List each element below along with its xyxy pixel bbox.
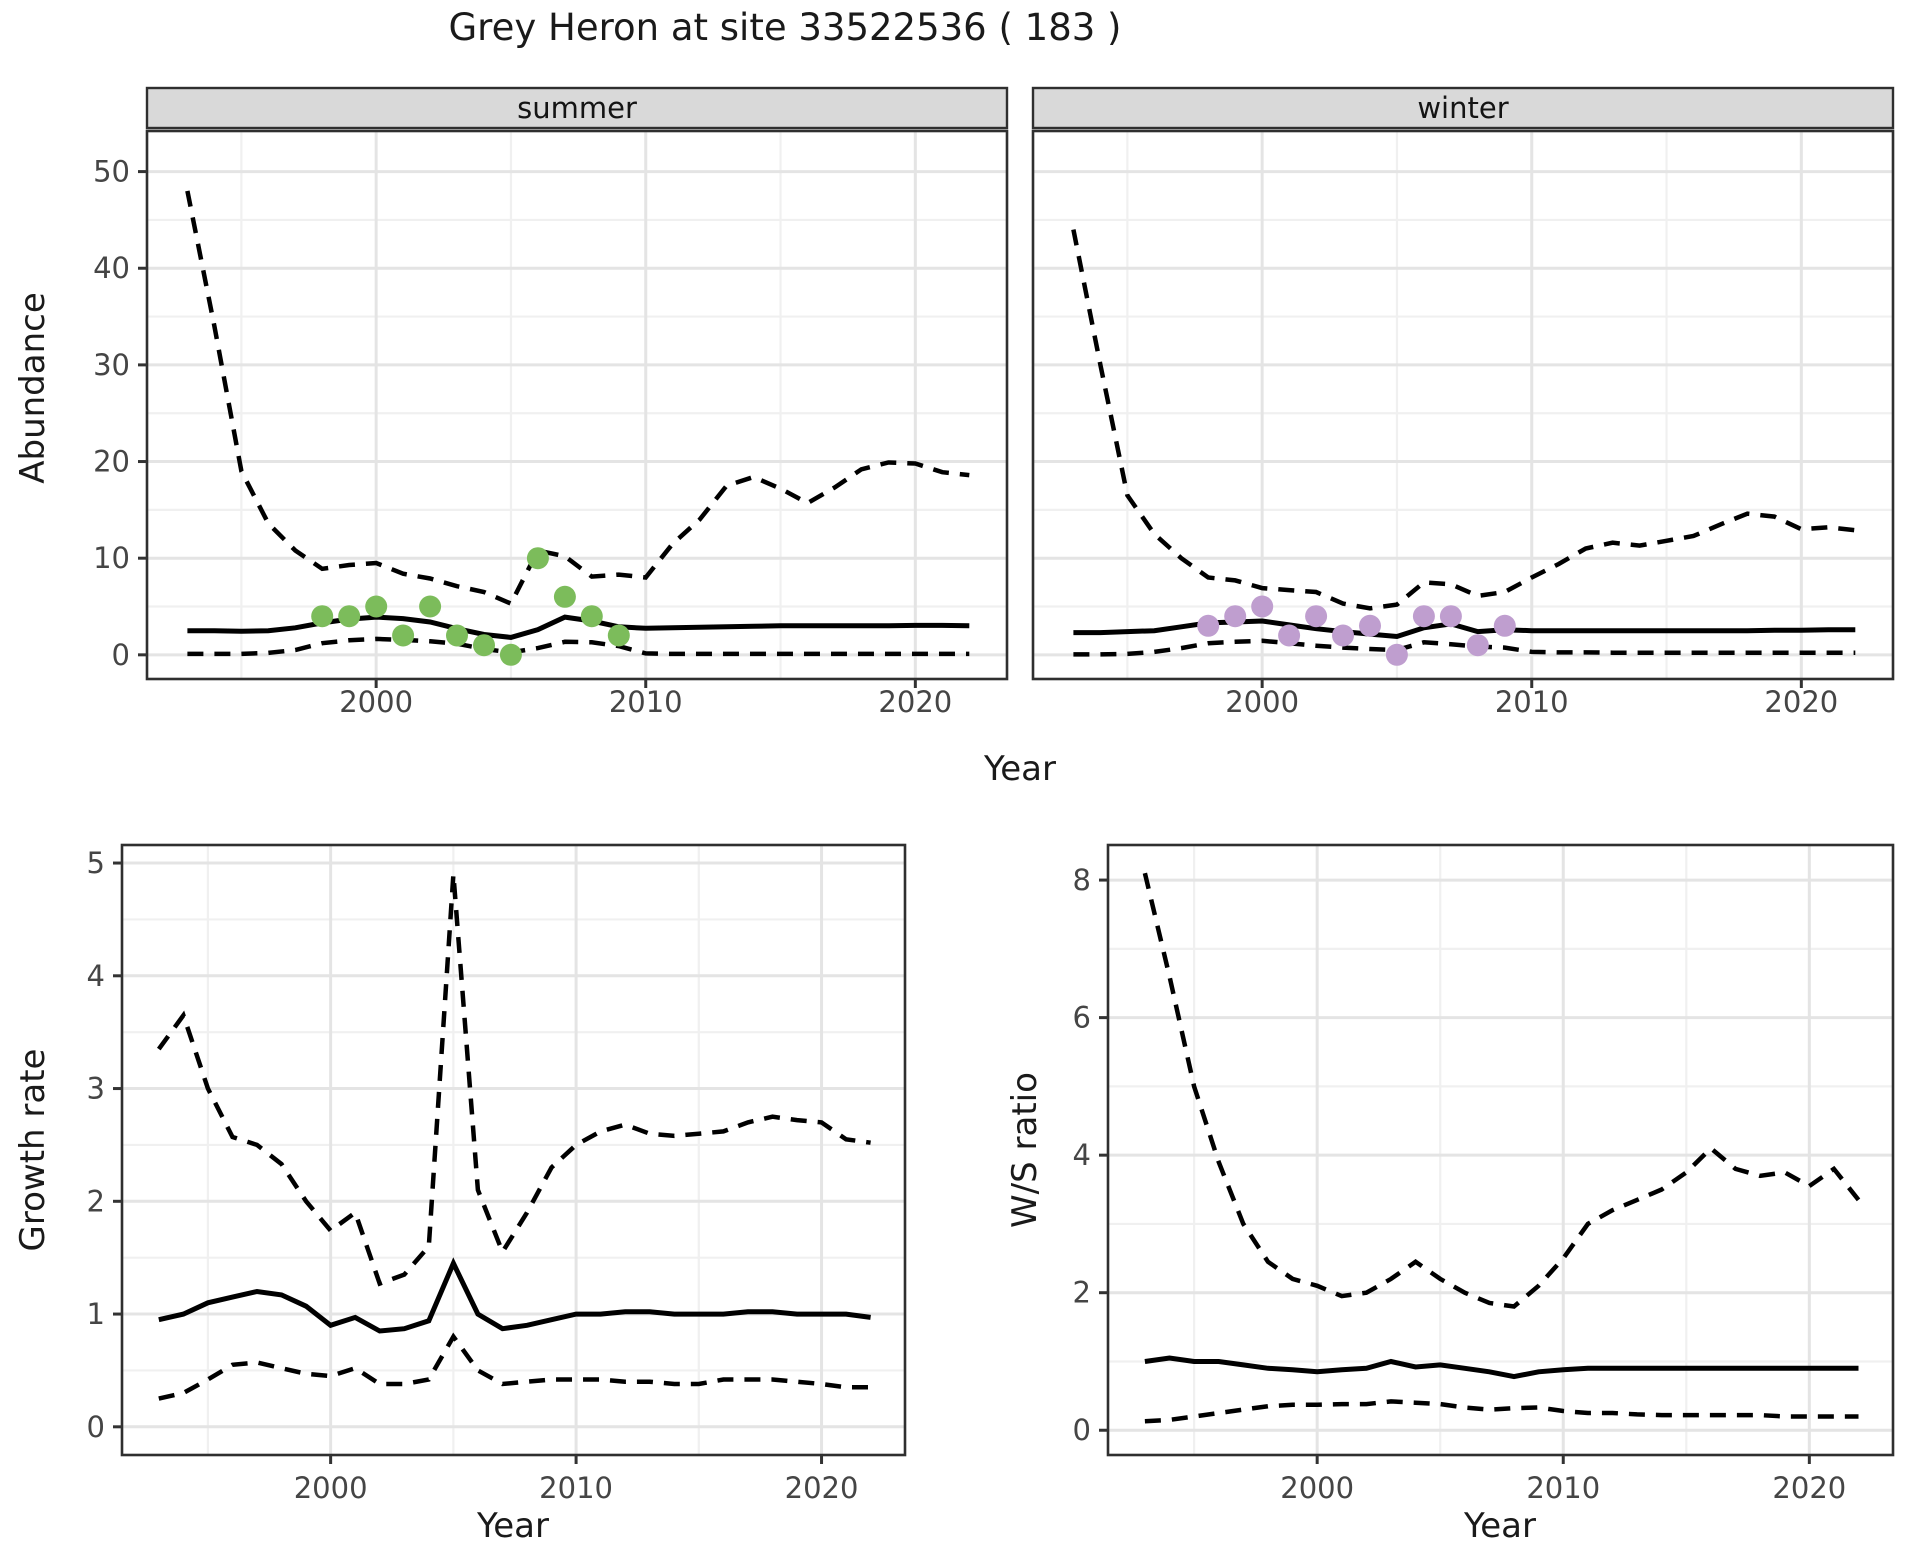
ws-ratio-upper-95ci-line [1142,872,1861,1309]
year-axis-title-bottom-right: Year [1464,1506,1536,1546]
observed-counts-summer-dot [446,624,468,647]
abundance-winter-upper-95ci-line [1071,229,1856,611]
x-tick-label: 2000 [1280,1471,1354,1505]
y-tick-label: 8 [1073,863,1091,897]
observed-counts-summer-dot [473,634,495,657]
x-tick-label: 2020 [878,685,952,719]
observed-counts-winter-dot [1493,614,1516,637]
ws-ratio-lower-95ci-line [1144,1399,1859,1424]
ws-ratio-axis-title: W/S ratio [1005,1072,1045,1228]
year-axis-title-top: Year [984,749,1056,789]
x-tick-label: 2020 [1764,685,1838,719]
observed-counts-winter-dot [1197,614,1220,637]
y-tick-label: 4 [1073,1138,1091,1172]
y-tick-label: 5 [87,846,105,880]
observed-counts-winter-dot [1224,605,1247,628]
year-axis-title-bottom-left: Year [477,1506,549,1546]
abundance-axis-title: Abundance [13,292,53,484]
observed-counts-winter-dot [1359,614,1381,637]
y-tick-label: 0 [87,1410,105,1444]
observed-counts-summer-dot [419,595,442,618]
growth-rate-panel-border [120,843,907,1457]
abundance-summer-facet-strip [145,86,1009,130]
y-tick-label: 2 [87,1184,105,1218]
abundance-winter-lower-95ci-line [1073,638,1856,657]
observed-counts-winter-dot [1332,624,1354,647]
y-tick-label: 2 [1073,1276,1091,1310]
y-tick-label: 3 [87,1072,105,1106]
observed-counts-winter-dot [1439,605,1462,628]
ws-ratio-panel [1108,845,1893,1455]
observed-counts-summer-dot [365,595,388,618]
y-tick-label: 1 [87,1297,105,1331]
x-tick-label: 2000 [1225,685,1299,719]
abundance-winter-panel-border [1031,129,1895,681]
x-tick-label: 2010 [609,685,683,719]
chart-title: Grey Heron at site 33522536 ( 183 ) [448,6,1122,49]
observed-counts-winter-dot [1412,605,1435,628]
observed-counts-summer-dot [499,643,522,666]
observed-counts-winter-dot [1251,595,1274,618]
x-tick-label: 2000 [294,1471,368,1505]
x-tick-label: 2010 [539,1471,613,1505]
y-tick-label: 10 [93,541,130,575]
observed-counts-summer-dot [392,624,415,647]
ws-ratio-panel-border [1106,843,1895,1457]
y-tick-label: 30 [93,348,130,382]
facet-label-summer: summer [517,91,637,125]
observed-counts-winter-dot [1466,634,1489,657]
growth-rate-upper-95ci-line [156,874,871,1287]
y-tick-label: 0 [112,638,130,672]
facet-label-winter: winter [1417,91,1509,125]
x-tick-label: 2010 [1526,1471,1600,1505]
observed-counts-winter-dot [1278,624,1301,647]
observed-counts-summer-dot [311,605,334,628]
observed-counts-winter-dot [1385,643,1408,666]
y-tick-label: 6 [1073,1001,1091,1035]
observed-counts-summer-dot [580,605,603,628]
x-tick-label: 2010 [1495,685,1569,719]
y-tick-label: 4 [87,959,105,993]
abundance-summer-lower-95ci-line [187,636,970,657]
abundance-summer-panel [147,131,1007,679]
abundance-summer-panel-border [145,129,1009,681]
abundance-summer-upper-95ci-line [185,190,970,607]
observed-counts-summer-dot [607,624,630,647]
y-tick-label: 0 [1073,1413,1091,1447]
growth-rate-axis-title: Growth rate [13,1048,53,1252]
x-tick-label: 2020 [1772,1471,1846,1505]
y-tick-label: 50 [93,155,130,189]
y-tick-label: 20 [93,445,130,479]
observed-counts-summer-dot [553,585,576,608]
abundance-winter-facet-strip [1031,86,1895,130]
growth-rate-lower-95ci-line [158,1332,871,1401]
growth-rate-panel [122,845,905,1455]
y-tick-label: 40 [93,251,130,285]
observed-counts-summer-dot [338,605,361,628]
observed-counts-summer-dot [526,547,549,570]
ws-ratio-median-line [1144,1355,1859,1380]
x-tick-label: 2020 [785,1471,859,1505]
x-tick-label: 2000 [339,685,413,719]
observed-counts-winter-dot [1305,605,1328,628]
abundance-winter-panel [1033,131,1893,679]
growth-rate-median-line [158,1257,871,1334]
